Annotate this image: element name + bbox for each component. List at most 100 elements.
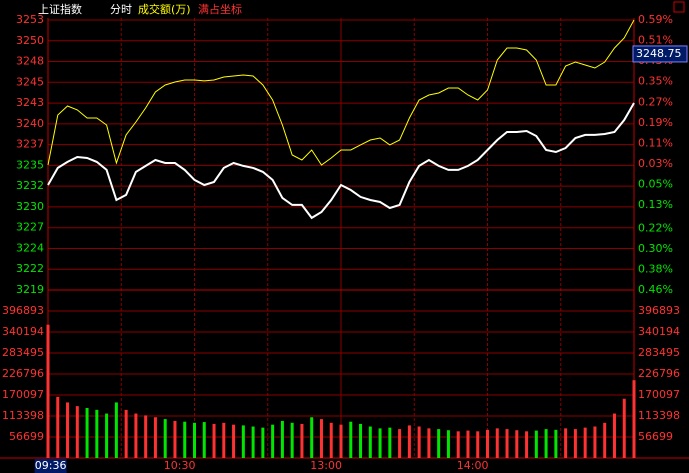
x-tick-label: 13:00 bbox=[310, 459, 342, 472]
volume-bar bbox=[407, 425, 411, 458]
volume-tick-label: 113398 bbox=[2, 409, 44, 422]
volume-bar bbox=[417, 426, 421, 458]
y-tick-label: 3232 bbox=[16, 179, 44, 192]
volume-tick-label: 170097 bbox=[638, 388, 680, 401]
volume-bar bbox=[251, 426, 255, 458]
volume-bar bbox=[212, 423, 216, 458]
volume-bar bbox=[153, 417, 157, 458]
volume-bar bbox=[622, 398, 626, 458]
volume-bar bbox=[427, 428, 431, 458]
y2-tick-label: 0.13% bbox=[638, 198, 673, 211]
volume-bar bbox=[573, 429, 577, 458]
cursor-value-box bbox=[632, 45, 688, 63]
volume-bar bbox=[612, 413, 616, 458]
volume-bar bbox=[515, 430, 519, 458]
volume-bar bbox=[66, 402, 70, 458]
y2-tick-label: 0.11% bbox=[638, 136, 673, 149]
volume-bar bbox=[56, 396, 60, 458]
y2-tick-label: 0.59% bbox=[638, 13, 673, 26]
volume-bar bbox=[466, 430, 470, 458]
y2-tick-label: 0.30% bbox=[638, 242, 673, 255]
volume-tick-label: 396893 bbox=[638, 304, 680, 317]
volume-bar bbox=[398, 429, 402, 458]
y-tick-label: 3227 bbox=[16, 221, 44, 234]
y-tick-label: 3224 bbox=[16, 241, 44, 254]
chart-subtitle: 分时 bbox=[110, 3, 132, 16]
volume-bar bbox=[46, 324, 50, 458]
y2-tick-label: 0.46% bbox=[638, 283, 673, 296]
cursor-time-box bbox=[34, 459, 67, 473]
volume-bar bbox=[564, 428, 568, 458]
volume-bar bbox=[446, 430, 450, 458]
cursor-time: 09:36 bbox=[35, 459, 67, 472]
y2-tick-label: 0.38% bbox=[638, 262, 673, 275]
y-tick-label: 3230 bbox=[16, 200, 44, 213]
volume-bar bbox=[544, 429, 548, 458]
volume-bar bbox=[193, 422, 196, 458]
y2-tick-label: 0.22% bbox=[638, 221, 673, 234]
volume-bar bbox=[114, 402, 118, 458]
volume-bar bbox=[476, 431, 480, 458]
volume-bar bbox=[505, 429, 509, 458]
y-tick-label: 3250 bbox=[16, 34, 44, 47]
price-line bbox=[47, 19, 635, 166]
volume-bar bbox=[603, 422, 607, 458]
volume-bar bbox=[583, 427, 587, 458]
volume-bar bbox=[222, 422, 226, 458]
volume-tick-label: 56699 bbox=[638, 430, 673, 443]
volume-tick-label: 226796 bbox=[638, 367, 680, 380]
volume-bar bbox=[359, 423, 363, 458]
volume-tick-label: 56699 bbox=[9, 430, 44, 443]
volume-bar bbox=[368, 426, 372, 458]
volume-bar bbox=[378, 428, 382, 458]
volume-tick-label: 113398 bbox=[638, 409, 680, 422]
volume-bar bbox=[173, 420, 177, 458]
volume-bar bbox=[95, 409, 99, 458]
cursor-value: 3248.75 bbox=[636, 47, 682, 60]
corner-button[interactable] bbox=[673, 1, 685, 13]
y-tick-label: 3237 bbox=[16, 138, 44, 151]
volume-bar bbox=[495, 428, 499, 458]
volume-bar bbox=[290, 422, 294, 458]
volume-bar bbox=[124, 409, 128, 458]
volume-tick-label: 340194 bbox=[638, 325, 680, 338]
y2-tick-label: 0.03% bbox=[638, 157, 673, 170]
volume-bar bbox=[632, 380, 636, 458]
y2-tick-label: 0.27% bbox=[638, 95, 673, 108]
volume-bar bbox=[163, 419, 167, 458]
volume-bar bbox=[105, 413, 109, 458]
volume-bar bbox=[329, 422, 333, 458]
volume-tick-label: 396893 bbox=[2, 304, 44, 317]
volume-bar bbox=[534, 430, 538, 458]
volume-bar bbox=[271, 424, 275, 458]
volume-bar bbox=[319, 419, 323, 458]
y-tick-label: 3222 bbox=[16, 262, 44, 275]
volume-bar bbox=[183, 421, 187, 458]
volume-bar bbox=[241, 425, 245, 458]
volume-bar bbox=[202, 422, 206, 458]
volume-bar bbox=[437, 429, 441, 458]
volume-bar bbox=[593, 426, 597, 458]
volume-tick-label: 340194 bbox=[2, 325, 44, 338]
volume-tick-label: 226796 bbox=[2, 367, 44, 380]
y-tick-label: 3219 bbox=[16, 283, 44, 296]
volume-bar bbox=[261, 427, 265, 458]
volume-tick-label: 283495 bbox=[638, 346, 680, 359]
volume-bar bbox=[349, 421, 353, 458]
y-tick-label: 3243 bbox=[16, 96, 44, 109]
volume-bar bbox=[456, 431, 460, 458]
volume-bar bbox=[144, 415, 148, 458]
volume-tick-label: 170097 bbox=[2, 388, 44, 401]
volume-bar bbox=[75, 406, 79, 458]
volume-bar bbox=[134, 413, 138, 458]
y2-tick-label: 0.19% bbox=[638, 116, 673, 129]
y-tick-label: 3253 bbox=[16, 13, 44, 26]
y-tick-label: 3245 bbox=[16, 75, 44, 88]
y2-tick-label: 0.05% bbox=[638, 178, 673, 191]
volume-tick-label: 283495 bbox=[2, 346, 44, 359]
y-tick-label: 3248 bbox=[16, 55, 44, 68]
volume-bar bbox=[280, 420, 284, 458]
volume-bar bbox=[85, 407, 89, 458]
